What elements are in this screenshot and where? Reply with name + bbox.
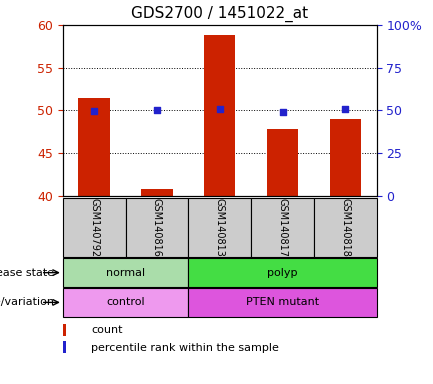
- Point: [216, 106, 223, 112]
- Bar: [267, 129, 298, 196]
- Bar: [141, 189, 173, 196]
- Point: [279, 109, 286, 116]
- Bar: [330, 119, 361, 196]
- Bar: [63, 288, 188, 317]
- Text: control: control: [106, 297, 145, 308]
- Text: GSM140813: GSM140813: [215, 198, 225, 257]
- Text: genotype/variation: genotype/variation: [0, 297, 54, 308]
- Bar: [126, 198, 188, 257]
- Bar: [188, 288, 377, 317]
- Text: GSM140816: GSM140816: [152, 198, 162, 257]
- Point: [90, 108, 97, 114]
- Text: polyp: polyp: [267, 268, 298, 278]
- Bar: [78, 98, 110, 196]
- Text: normal: normal: [106, 268, 145, 278]
- Point: [342, 106, 349, 112]
- Text: GSM140817: GSM140817: [278, 198, 288, 257]
- Text: disease state: disease state: [0, 268, 54, 278]
- Text: PTEN mutant: PTEN mutant: [246, 297, 319, 308]
- Bar: [63, 198, 126, 257]
- Bar: [251, 198, 314, 257]
- Bar: [314, 198, 377, 257]
- Text: percentile rank within the sample: percentile rank within the sample: [91, 343, 279, 353]
- Bar: [204, 35, 236, 196]
- Bar: [63, 258, 188, 287]
- Text: GSM140792: GSM140792: [89, 198, 99, 257]
- Bar: [63, 341, 66, 353]
- Bar: [188, 258, 377, 287]
- Text: count: count: [91, 325, 123, 335]
- Bar: [63, 324, 66, 336]
- Point: [153, 106, 160, 113]
- Text: GSM140818: GSM140818: [340, 198, 350, 257]
- Title: GDS2700 / 1451022_at: GDS2700 / 1451022_at: [131, 6, 308, 22]
- Bar: [188, 198, 251, 257]
